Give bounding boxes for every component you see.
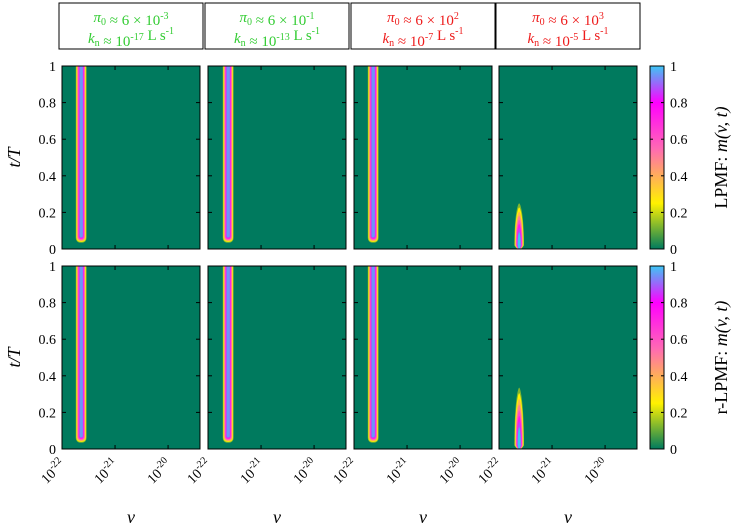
- contour-band: [79, 266, 83, 438]
- heatmap-panel-2-4: [499, 266, 637, 449]
- panel-header-box: [350, 2, 496, 50]
- x-tick-label: 10-22: [183, 455, 215, 487]
- row-label: r-LPMF: m(v, t): [711, 301, 732, 415]
- panel-header-line2: kn ≈ 10-13 L s-1: [234, 26, 320, 50]
- colorbar-tick-label: 0: [670, 443, 677, 458]
- y-tick-label: 0: [49, 243, 56, 258]
- panel-header-line2: kn ≈ 10-5 L s-1: [527, 26, 608, 50]
- colorbar-tick-label: 0.4: [670, 370, 688, 385]
- panel-header-line1: π0 ≈ 6 × 103: [532, 10, 604, 29]
- panel-header-box: [495, 2, 641, 50]
- y-tick-label: 0: [49, 443, 56, 458]
- x-tick-label: 10-21: [90, 455, 122, 487]
- panel-frame: [498, 65, 638, 250]
- panel-header-line1: π0 ≈ 6 × 10-3: [93, 10, 168, 29]
- colorbar-tick-label: 0.8: [670, 97, 688, 112]
- x-axis-label: v: [127, 507, 135, 527]
- panel-header-box: [58, 2, 204, 50]
- contour-band: [79, 66, 83, 238]
- x-tick-label: 10-21: [527, 455, 559, 487]
- colorbar-tick-label: 0.4: [670, 170, 688, 185]
- x-tick-label: 10-22: [37, 455, 69, 487]
- panel-header-line2: kn ≈ 10-7 L s-1: [382, 26, 463, 50]
- heatmap-panel-1-2: [208, 66, 346, 249]
- x-tick-label: 10-21: [236, 455, 268, 487]
- y-axis-label: t/T: [4, 146, 24, 168]
- y-tick-label: 0.6: [39, 333, 57, 348]
- x-tick-label: 10-20: [289, 455, 321, 487]
- panel-header-line1: π0 ≈ 6 × 10-1: [239, 10, 314, 29]
- panel-frame: [207, 65, 347, 250]
- colorbar-tick-label: 1: [670, 260, 677, 275]
- x-tick-label: 10-22: [329, 455, 361, 487]
- colorbar: [649, 265, 665, 450]
- panel-frame: [207, 265, 347, 450]
- contour-band: [226, 66, 230, 238]
- x-axis-label: v: [564, 507, 572, 527]
- x-axis-label: v: [419, 507, 427, 527]
- y-tick-label: 1: [49, 260, 56, 275]
- panel-header-box: [204, 2, 350, 50]
- panel-frame: [498, 265, 638, 450]
- colorbar-tick-label: 0.6: [670, 133, 688, 148]
- y-tick-label: 1: [49, 60, 56, 75]
- y-tick-label: 0.2: [39, 206, 57, 221]
- x-tick-label: 10-21: [382, 455, 414, 487]
- colorbar: [649, 65, 665, 250]
- panel-frame: [61, 265, 201, 450]
- colorbar-tick-label: 0.2: [670, 406, 688, 421]
- x-tick-label: 10-20: [143, 455, 175, 487]
- y-tick-label: 0.8: [39, 297, 57, 312]
- y-tick-label: 0.8: [39, 97, 57, 112]
- panel-frame: [353, 265, 493, 450]
- heatmap-panel-2-2: [208, 266, 346, 449]
- colorbar-tick-label: 0.8: [670, 297, 688, 312]
- panel-header-line1: π0 ≈ 6 × 102: [387, 10, 459, 29]
- colorbar-tick-label: 0: [670, 243, 677, 258]
- contour-band: [371, 66, 375, 238]
- y-axis-label: t/T: [4, 346, 24, 368]
- colorbar-tick-label: 1: [670, 60, 677, 75]
- colorbar-tick-label: 0.2: [670, 206, 688, 221]
- heatmap-panel-1-1: [62, 66, 200, 249]
- colorbar-tick-label: 0.6: [670, 333, 688, 348]
- row-label: LPMF: m(v, t): [711, 106, 732, 208]
- x-axis-label: v: [273, 507, 281, 527]
- heatmap-panel-1-4: [499, 66, 637, 249]
- contour-band: [226, 266, 230, 438]
- x-tick-label: 10-20: [580, 455, 612, 487]
- contour-band: [371, 266, 375, 438]
- panel-header-line2: kn ≈ 10-17 L s-1: [88, 26, 174, 50]
- contour-band: [517, 427, 521, 449]
- heatmap-panel-2-1: [62, 266, 200, 449]
- heatmap-panel-2-3: [354, 266, 492, 449]
- panel-frame: [353, 65, 493, 250]
- contour-band: [517, 232, 521, 249]
- y-tick-label: 0.6: [39, 133, 57, 148]
- y-tick-label: 0.4: [39, 370, 57, 385]
- heatmap-panel-1-3: [354, 66, 492, 249]
- x-tick-label: 10-20: [435, 455, 467, 487]
- y-tick-label: 0.2: [39, 406, 57, 421]
- x-tick-label: 10-22: [474, 455, 506, 487]
- panel-frame: [61, 65, 201, 250]
- y-tick-label: 0.4: [39, 170, 57, 185]
